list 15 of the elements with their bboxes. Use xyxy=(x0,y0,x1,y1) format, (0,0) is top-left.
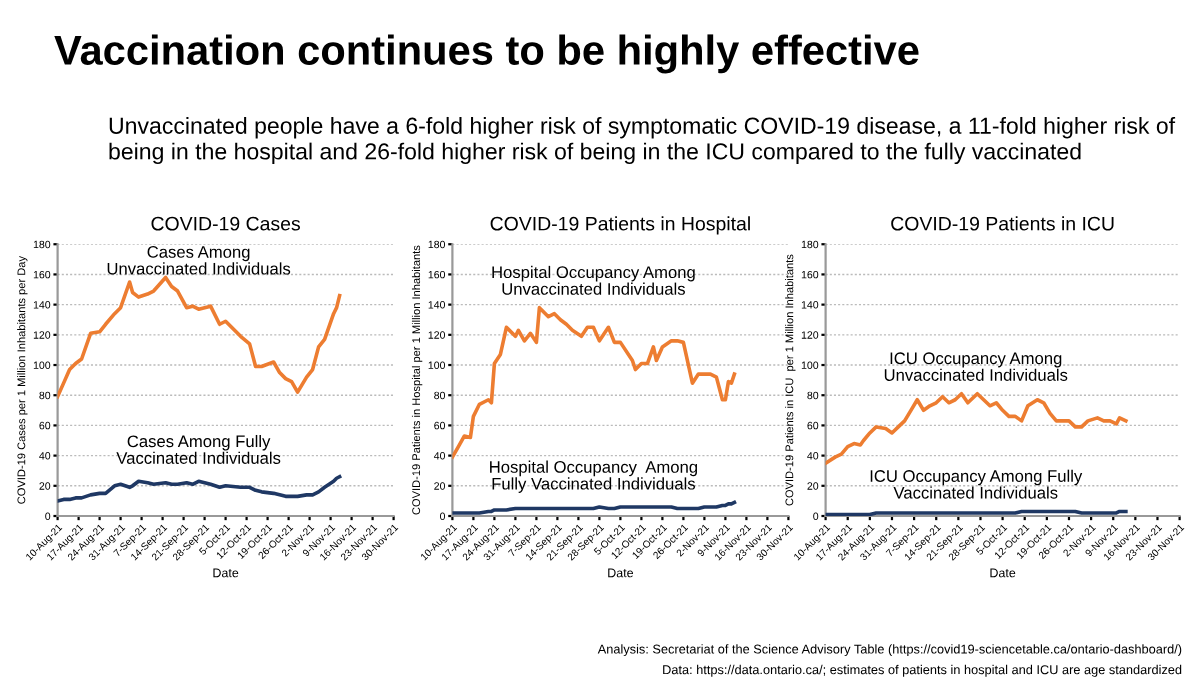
text: Hospital Occupancy Among Unvaccinated Individuals xyxy=(492,265,695,295)
chart-title: COVID-19 Cases xyxy=(151,216,300,231)
line-series xyxy=(57,275,342,399)
chart-title: COVID-19 Patients in Hospital xyxy=(490,216,750,235)
text: Vaccination continues to be highly effective xyxy=(54,34,919,74)
series-label: Cases Among Fully Vaccinated Individuals xyxy=(116,434,281,464)
series-label: Hospital Occupancy Among Fully Vaccinated Individuals xyxy=(490,460,698,493)
line-series xyxy=(57,474,342,503)
series-label: ICU Occupancy Among Fully Vaccinated Individuals xyxy=(870,469,1083,499)
line-series xyxy=(452,305,737,459)
series-label: ICU Occupancy Among Unvaccinated Individuals xyxy=(884,352,1068,381)
series-label: Cases Among Unvaccinated Individuals xyxy=(107,246,291,275)
text: Unvaccinated people have a 6-fold higher risk of symptomatic COVID-19 disease, a 11-fold higher risk of being in the hospital and 26-fold higher risk of being in the ICU compared to the fully vaccinated xyxy=(109,116,1176,165)
chart-title: COVID-19 Patients in ICU xyxy=(891,216,1114,231)
line-series xyxy=(825,391,1128,465)
